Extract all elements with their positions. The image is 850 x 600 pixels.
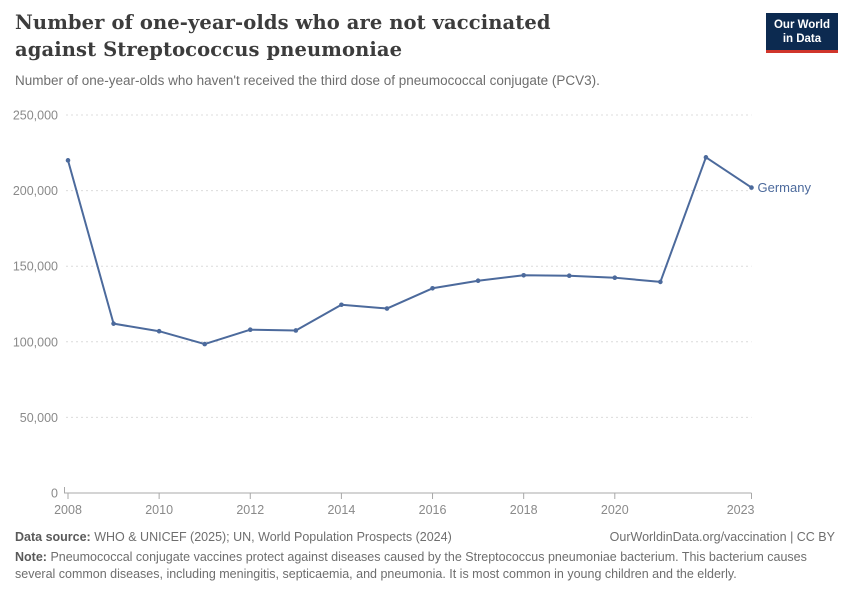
owid-logo[interactable]: Our World in Data [765, 13, 838, 53]
note-text: Pneumococcal conjugate vaccines protect … [15, 549, 807, 581]
note-label: Note: [15, 549, 47, 564]
x-tick-label: 2008 [54, 503, 82, 517]
page-title: Number of one-year-olds who are not vacc… [15, 11, 551, 61]
x-tick-label: 2020 [601, 503, 629, 517]
data-point[interactable] [703, 155, 709, 160]
data-point[interactable] [156, 328, 162, 334]
owid-logo-line1: Our World [773, 19, 830, 31]
data-point[interactable] [293, 328, 299, 333]
data-source-label: Data source: [15, 530, 91, 544]
owid-logo-line2: in Data [782, 32, 822, 45]
chart-note: Note: Pneumococcal conjugate vaccines pr… [15, 549, 835, 583]
data-point[interactable] [521, 272, 526, 278]
data-point[interactable] [339, 302, 344, 308]
y-axis: 0 50,000 100,000 150,000 200,000 250,000 [13, 109, 752, 501]
x-tick-label: 2023 [727, 503, 755, 517]
chart-footer: Data source: WHO & UNICEF (2025); UN, Wo… [15, 529, 835, 583]
data-point[interactable] [384, 306, 390, 311]
y-tick-label: 250,000 [13, 109, 58, 123]
series-label[interactable]: Germany [758, 180, 812, 195]
x-tick-label: 2012 [236, 503, 264, 517]
data-point[interactable] [430, 285, 435, 291]
y-tick-label: 50,000 [20, 411, 58, 425]
x-tick-label: 2014 [327, 503, 355, 517]
data-point[interactable] [475, 278, 481, 284]
y-tick-label: 100,000 [13, 335, 58, 349]
x-tick-label: 2010 [145, 503, 173, 517]
data-point[interactable] [658, 279, 663, 285]
data-source-value: WHO & UNICEF (2025); UN, World Populatio… [94, 530, 452, 544]
data-source: Data source: WHO & UNICEF (2025); UN, Wo… [15, 529, 452, 546]
data-series-germany[interactable]: Germany [65, 155, 812, 347]
data-point[interactable] [111, 321, 116, 326]
y-tick-label: 150,000 [13, 260, 58, 274]
chart-subtitle: Number of one-year-olds who haven't rece… [15, 73, 600, 88]
data-point[interactable] [247, 327, 253, 333]
y-tick-label: 0 [51, 487, 58, 501]
data-point[interactable] [202, 341, 207, 347]
data-point[interactable] [65, 158, 71, 163]
data-point[interactable] [566, 273, 572, 279]
y-tick-label: 200,000 [13, 184, 58, 198]
owid-link[interactable]: OurWorldinData.org/vaccination | CC BY [609, 530, 835, 544]
x-tick-label: 2016 [419, 503, 447, 517]
data-point[interactable] [612, 275, 618, 280]
data-point[interactable] [749, 185, 754, 190]
data-line[interactable] [67, 156, 753, 346]
x-axis: 2008 2010 2012 2014 2016 2018 2020 2023 [54, 487, 755, 517]
x-tick-label: 2018 [510, 503, 538, 517]
